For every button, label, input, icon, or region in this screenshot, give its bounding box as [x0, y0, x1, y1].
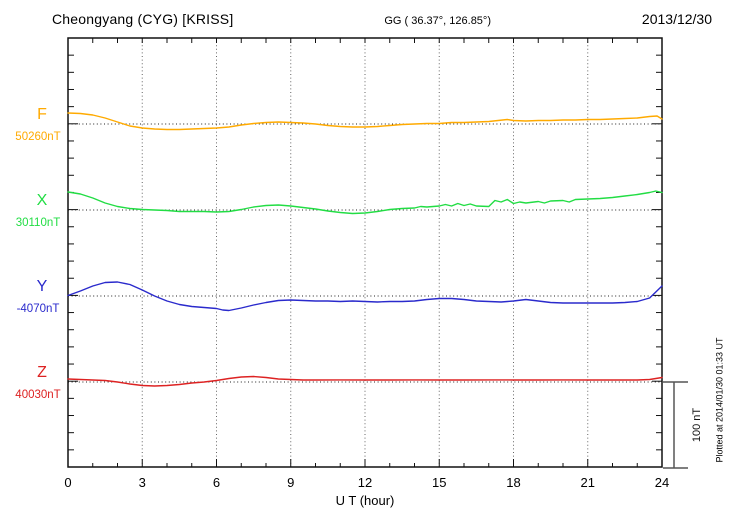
- plot-date: 2013/12/30: [641, 11, 712, 27]
- series-baseline-F: 50260nT: [15, 131, 61, 143]
- station-title: Cheongyang (CYG) [KRISS]: [52, 11, 234, 27]
- x-axis-title: U T (hour): [335, 493, 395, 508]
- x-tick-label: 18: [506, 475, 521, 490]
- series-letter-Z: Z: [37, 364, 47, 381]
- geographic-coordinates: GG ( 36.37°, 126.85°): [384, 15, 491, 27]
- series-baseline-Z: 40030nT: [15, 389, 61, 401]
- x-tick-label: 3: [138, 475, 146, 490]
- series-baseline-Y: -4070nT: [16, 303, 60, 315]
- x-tick-label: 12: [357, 475, 373, 490]
- series-letter-X: X: [36, 192, 48, 209]
- x-tick-label: 24: [654, 475, 670, 490]
- series-baseline-X: 30110nT: [15, 217, 61, 229]
- x-tick-label: 21: [580, 475, 595, 490]
- x-tick-label: 6: [212, 475, 221, 490]
- x-tick-label: 9: [287, 475, 295, 490]
- x-tick-label: 0: [64, 475, 72, 490]
- series-letter-Y: Y: [36, 278, 48, 295]
- header: Cheongyang (CYG) [KRISS] GG ( 36.37°, 12…: [52, 11, 712, 27]
- plotted-at-note: Plotted at 2014/01/30 01:33 UT: [714, 337, 725, 463]
- series-letter-F: F: [37, 106, 47, 123]
- scale-bar-label: 100 nT: [691, 407, 703, 443]
- x-tick-label: 15: [432, 475, 447, 490]
